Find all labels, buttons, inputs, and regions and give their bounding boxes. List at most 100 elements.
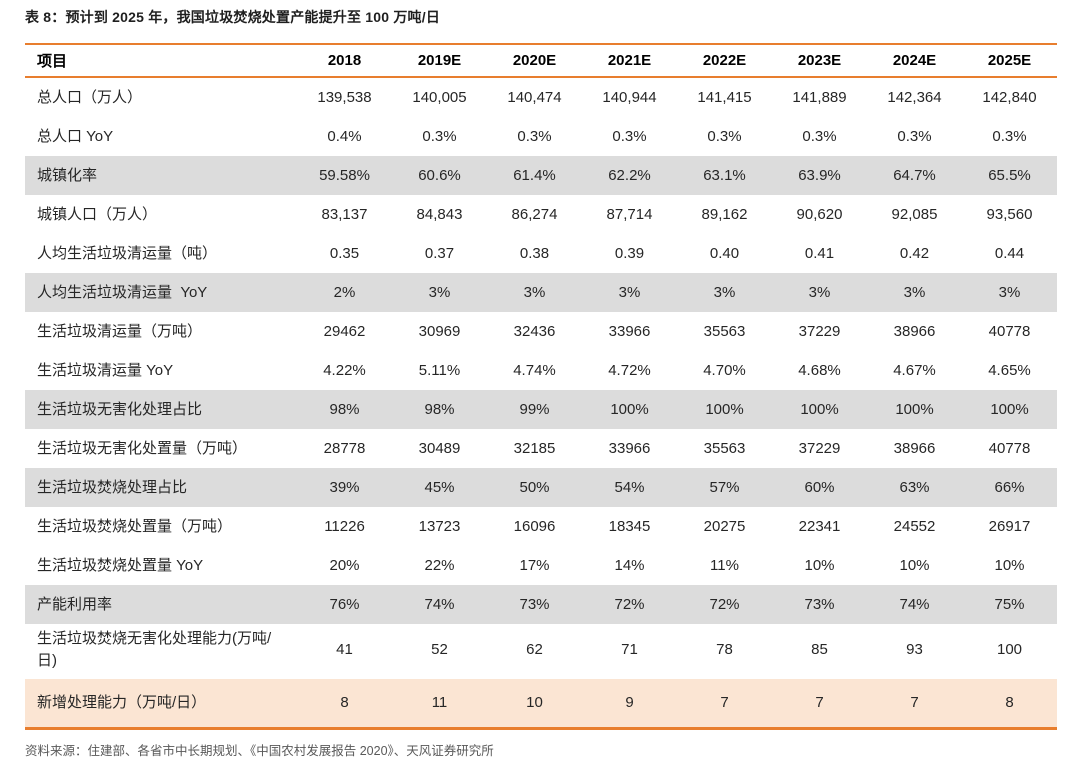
cell-value: 89,162 xyxy=(701,206,748,223)
cell-value: 33966 xyxy=(608,323,651,340)
cell-value: 78 xyxy=(716,641,733,659)
cell-value: 100% xyxy=(677,390,772,429)
cell-value: 14% xyxy=(614,557,645,574)
cell-value: 0.35 xyxy=(329,245,360,262)
cell-value: 90,620 xyxy=(796,206,843,223)
cell-value: 7 xyxy=(772,675,867,728)
cell-value: 29462 xyxy=(323,323,366,340)
col-header-year: 2024E xyxy=(867,44,962,78)
table-row: 总人口 YoY 0.4% 0.3% 0.3% 0.3% 0.3% 0.3% 0.3% 0.3% xyxy=(25,117,1057,156)
cell-value: 0.3% xyxy=(992,128,1027,145)
cell-value: 30489 xyxy=(418,440,461,457)
cell-value: 32185 xyxy=(513,440,556,457)
table-row: 总人口（万人） 139,538 140,005 140,474 140,944 141,4… xyxy=(25,77,1057,117)
cell-value: 13723 xyxy=(418,518,461,535)
cell-value: 84,843 xyxy=(416,206,463,223)
cell-value: 8 xyxy=(962,675,1057,728)
cell-value: 3% xyxy=(677,273,772,312)
cell-value: 71 xyxy=(621,641,638,659)
cell-value: 5.11% xyxy=(418,362,461,379)
col-header-year: 2023E xyxy=(772,44,867,78)
cell-value: 11 xyxy=(392,675,487,728)
cell-value: 140,944 xyxy=(602,89,657,106)
table-row: 新增处理能力（万吨/日） 8 11 10 9 7 7 7 8 xyxy=(25,675,1057,728)
table-row: 生活垃圾无害化处置量（万吨） 28778 30489 32185 33966 35563 3… xyxy=(25,429,1057,468)
cell-value: 3% xyxy=(487,273,582,312)
cell-value: 72% xyxy=(677,585,772,624)
col-header-year: 2020E xyxy=(487,44,582,78)
cell-value: 3% xyxy=(772,273,867,312)
row-label: 生活垃圾无害化处理占比 xyxy=(25,390,297,429)
row-label: 人均生活垃圾清运量（吨） xyxy=(37,244,218,262)
cell-value: 140,474 xyxy=(507,89,562,106)
cell-value: 20% xyxy=(329,557,360,574)
table-header: 项目 2018 2019E 2020E 2021E 2022E 2023E 2024E 2025… xyxy=(25,44,1057,78)
row-label: 新增处理能力（万吨/日） xyxy=(25,675,297,728)
cell-value: 9 xyxy=(582,675,677,728)
cell-value: 100% xyxy=(962,390,1057,429)
table-row: 城镇化率 59.58% 60.6% 61.4% 62.2% 63.1% 63.9% 64.7%… xyxy=(25,156,1057,195)
cell-value: 0.3% xyxy=(802,128,837,145)
cell-value: 10 xyxy=(487,675,582,728)
row-label: 总人口（万人） xyxy=(37,88,143,106)
row-label: 人均生活垃圾清运量 YoY xyxy=(25,273,297,312)
cell-value: 100% xyxy=(867,390,962,429)
cell-value: 7 xyxy=(867,675,962,728)
table-row: 生活垃圾焚烧无害化处理能力(万吨/日) 41 52 62 71 78 85 93 100 xyxy=(25,624,1057,677)
cell-value: 60.6% xyxy=(392,156,487,195)
cell-value: 98% xyxy=(297,390,392,429)
table-row: 生活垃圾焚烧处置量 YoY 20% 22% 17% 14% 11% 10% 10% 10% xyxy=(25,546,1057,585)
cell-value: 45% xyxy=(392,468,487,507)
cell-value: 38966 xyxy=(893,440,936,457)
table-row: 生活垃圾清运量（万吨） 29462 30969 32436 33966 35563 3722… xyxy=(25,312,1057,351)
cell-value: 0.3% xyxy=(517,128,552,145)
cell-value: 99% xyxy=(487,390,582,429)
cell-value: 60% xyxy=(772,468,867,507)
cell-value: 3% xyxy=(867,273,962,312)
report-page: 表 8：预计到 2025 年，我国垃圾焚烧处置产能提升至 100 万吨/日 项目… xyxy=(0,7,1080,758)
cell-value: 86,274 xyxy=(511,206,558,223)
cell-value: 64.7% xyxy=(867,156,962,195)
cell-value: 73% xyxy=(772,585,867,624)
cell-value: 59.58% xyxy=(297,156,392,195)
cell-value: 35563 xyxy=(703,440,746,457)
cell-value: 0.3% xyxy=(897,128,932,145)
cell-value: 0.3% xyxy=(422,128,457,145)
cell-value: 18345 xyxy=(608,518,651,535)
cell-value: 74% xyxy=(867,585,962,624)
cell-value: 4.67% xyxy=(893,362,936,379)
cell-value: 22341 xyxy=(798,518,841,535)
cell-value: 50% xyxy=(487,468,582,507)
cell-value: 93 xyxy=(906,641,923,659)
row-label: 生活垃圾焚烧无害化处理能力(万吨/日) xyxy=(37,630,272,669)
cell-value: 93,560 xyxy=(986,206,1033,223)
cell-value: 73% xyxy=(487,585,582,624)
cell-value: 54% xyxy=(582,468,677,507)
cell-value: 75% xyxy=(962,585,1057,624)
cell-value: 76% xyxy=(297,585,392,624)
cell-value: 140,005 xyxy=(412,89,467,106)
cell-value: 141,889 xyxy=(792,89,847,106)
cell-value: 17% xyxy=(519,557,550,574)
cell-value: 10% xyxy=(994,557,1025,574)
cell-value: 0.44 xyxy=(994,245,1025,262)
cell-value: 83,137 xyxy=(321,206,368,223)
capacity-table: 项目 2018 2019E 2020E 2021E 2022E 2023E 2024E 2025… xyxy=(25,43,1057,730)
cell-value: 100% xyxy=(582,390,677,429)
table-row: 人均生活垃圾清运量（吨） 0.35 0.37 0.38 0.39 0.40 0.41 0.42… xyxy=(25,234,1057,273)
row-label: 城镇化率 xyxy=(25,156,297,195)
table-row: 人均生活垃圾清运量 YoY 2% 3% 3% 3% 3% 3% 3% 3% xyxy=(25,273,1057,312)
cell-value: 11226 xyxy=(324,518,365,535)
cell-value: 61.4% xyxy=(487,156,582,195)
table-row: 产能利用率 76% 74% 73% 72% 72% 73% 74% 75% xyxy=(25,585,1057,624)
cell-value: 0.37 xyxy=(424,245,455,262)
col-header-year: 2018 xyxy=(297,44,392,78)
cell-value: 0.40 xyxy=(709,245,740,262)
col-header-year: 2019E xyxy=(392,44,487,78)
cell-value: 63.9% xyxy=(772,156,867,195)
cell-value: 4.22% xyxy=(323,362,366,379)
cell-value: 74% xyxy=(392,585,487,624)
cell-value: 0.41 xyxy=(804,245,835,262)
cell-value: 26917 xyxy=(988,518,1031,535)
table-row: 生活垃圾焚烧处理占比 39% 45% 50% 54% 57% 60% 63% 66% xyxy=(25,468,1057,507)
